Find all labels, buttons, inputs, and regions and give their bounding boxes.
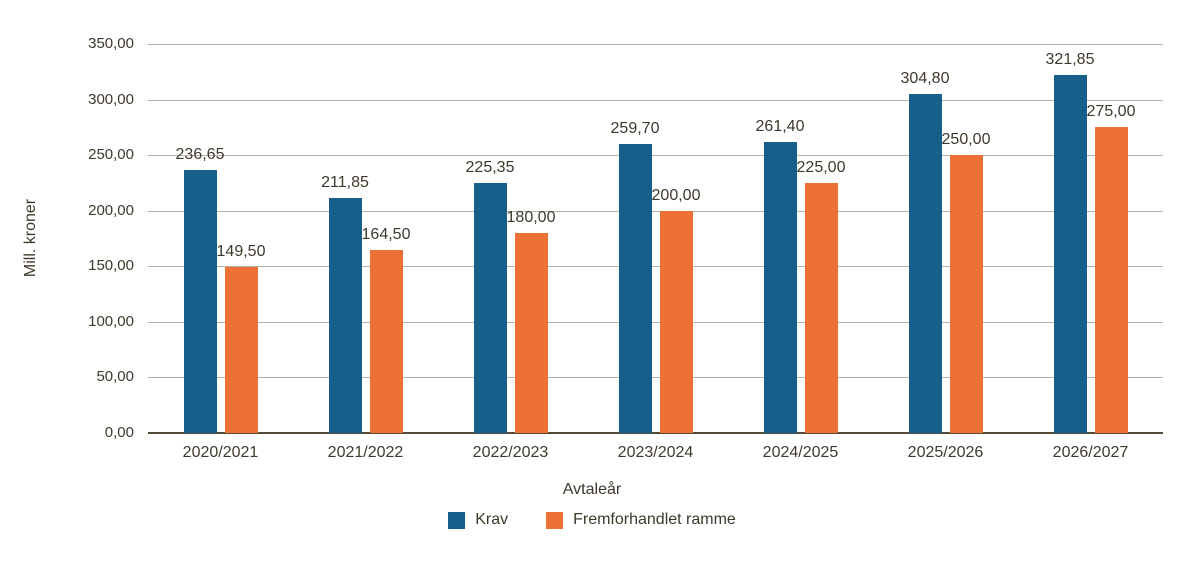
- legend: Krav Fremforhandlet ramme: [0, 510, 1184, 530]
- value-label-krav-2020-2021: 236,65: [175, 146, 225, 163]
- bar-fremforhandlet-ramme-2023-2024: [659, 211, 693, 433]
- bar-krav-2022-2023: [473, 183, 507, 433]
- value-label-fremforhandlet-ramme-2022-2023: 180,00: [506, 209, 556, 226]
- legend-item-krav: Krav: [448, 510, 508, 530]
- y-tick-label-250: 250,00: [88, 146, 134, 163]
- y-tick-label-100: 100,00: [88, 313, 134, 330]
- bar-krav-2025-2026: [908, 94, 942, 433]
- y-tick-label-150: 150,00: [88, 257, 134, 274]
- x-tick-label-2024-2025: 2024/2025: [762, 444, 839, 461]
- krav-swatch-icon: [448, 511, 466, 529]
- value-label-fremforhandlet-ramme-2021-2022: 164,50: [361, 226, 411, 243]
- legend-item-fremforhandlet-ramme: Fremforhandlet ramme: [546, 510, 736, 530]
- legend-label-krav: Krav: [475, 511, 509, 528]
- legend-label-fremforhandlet-ramme: Fremforhandlet ramme: [573, 511, 736, 528]
- bar-krav-2024-2025: [763, 142, 797, 433]
- value-label-krav-2022-2023: 225,35: [465, 159, 515, 176]
- value-label-krav-2021-2022: 211,85: [321, 174, 369, 191]
- value-label-fremforhandlet-ramme-2020-2021: 149,50: [216, 243, 266, 260]
- y-tick-label-50: 50,00: [96, 368, 134, 385]
- bar-fremforhandlet-ramme-2026-2027: [1094, 127, 1128, 433]
- y-tick-label-350: 350,00: [88, 35, 134, 52]
- x-tick-label-2023-2024: 2023/2024: [617, 444, 694, 461]
- value-label-fremforhandlet-ramme-2025-2026: 250,00: [941, 131, 991, 148]
- gridline-50: [148, 377, 1163, 378]
- value-label-krav-2025-2026: 304,80: [900, 70, 950, 87]
- gridline-150: [148, 266, 1163, 267]
- gridline-300: [148, 100, 1163, 101]
- x-tick-label-2022-2023: 2022/2023: [472, 444, 549, 461]
- bar-krav-2021-2022: [328, 198, 362, 433]
- x-axis-line: [148, 432, 1163, 434]
- gridline-100: [148, 322, 1163, 323]
- value-label-krav-2024-2025: 261,40: [755, 118, 805, 135]
- x-axis-title: Avtaleår: [562, 481, 622, 498]
- value-label-fremforhandlet-ramme-2026-2027: 275,00: [1086, 103, 1136, 120]
- bar-krav-2020-2021: [183, 170, 217, 433]
- value-label-fremforhandlet-ramme-2024-2025: 225,00: [796, 159, 846, 176]
- value-label-fremforhandlet-ramme-2023-2024: 200,00: [651, 187, 701, 204]
- y-tick-label-200: 200,00: [88, 202, 134, 219]
- bar-krav-2026-2027: [1053, 75, 1087, 433]
- bar-fremforhandlet-ramme-2020-2021: [224, 267, 258, 433]
- y-tick-label-300: 300,00: [88, 91, 134, 108]
- x-tick-label-2026-2027: 2026/2027: [1052, 444, 1129, 461]
- plot-area: [148, 44, 1163, 434]
- fremforhandlet-ramme-swatch-icon: [546, 511, 564, 529]
- bar-krav-2023-2024: [618, 144, 652, 433]
- bar-fremforhandlet-ramme-2025-2026: [949, 155, 983, 433]
- y-tick-label-0: 0,00: [104, 424, 134, 441]
- x-tick-label-2025-2026: 2025/2026: [907, 444, 984, 461]
- value-label-krav-2023-2024: 259,70: [610, 120, 660, 137]
- gridline-250: [148, 155, 1163, 156]
- bar-fremforhandlet-ramme-2024-2025: [804, 183, 838, 433]
- x-tick-label-2021-2022: 2021/2022: [327, 444, 404, 461]
- x-tick-label-2020-2021: 2020/2021: [182, 444, 259, 461]
- value-label-krav-2026-2027: 321,85: [1045, 51, 1095, 68]
- bar-fremforhandlet-ramme-2021-2022: [369, 250, 403, 433]
- gridline-200: [148, 211, 1163, 212]
- bar-fremforhandlet-ramme-2022-2023: [514, 233, 548, 433]
- gridline-350: [148, 44, 1163, 45]
- y-axis-title: Mill. kroner: [22, 198, 39, 278]
